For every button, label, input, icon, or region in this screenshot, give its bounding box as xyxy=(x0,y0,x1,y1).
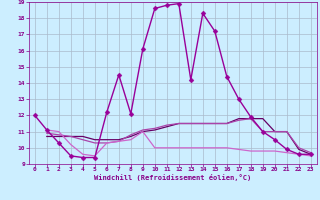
X-axis label: Windchill (Refroidissement éolien,°C): Windchill (Refroidissement éolien,°C) xyxy=(94,174,252,181)
